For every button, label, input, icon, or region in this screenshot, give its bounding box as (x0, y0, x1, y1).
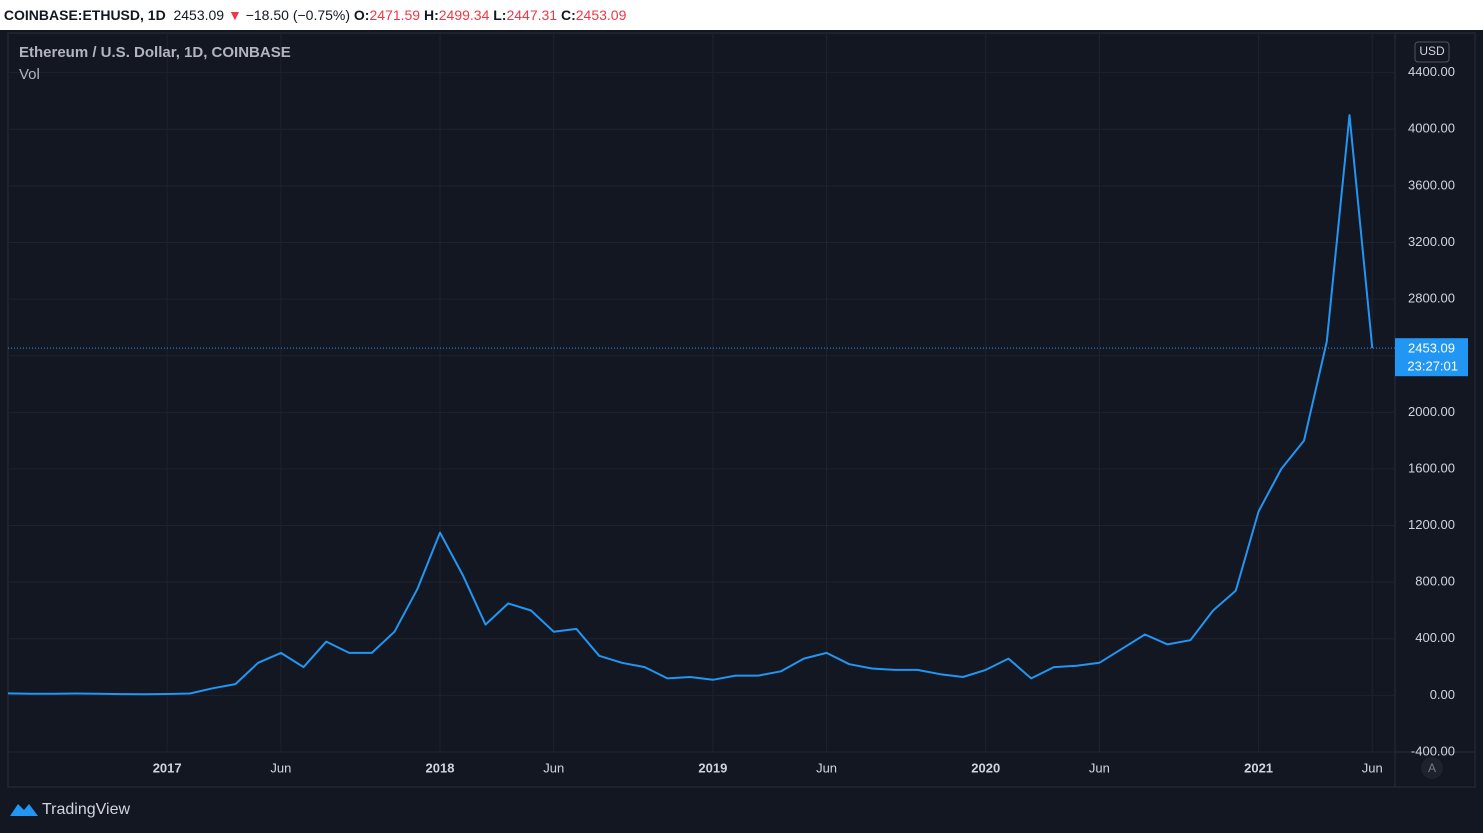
x-tick-label: 2021 (1244, 760, 1273, 775)
y-tick-label: 0.00 (1430, 687, 1455, 702)
y-tick-label: 3600.00 (1408, 177, 1455, 192)
grid (8, 33, 1395, 753)
x-tick-label: Jun (270, 760, 291, 775)
x-tick-label: 2020 (971, 760, 1000, 775)
y-tick-label: 1200.00 (1408, 517, 1455, 532)
chart-frame (7, 32, 1476, 788)
down-arrow: ▼ (227, 7, 242, 23)
background (0, 30, 1483, 833)
high-label: H: (423, 7, 439, 23)
open: 2471.59 (369, 7, 421, 23)
symbol: COINBASE:ETHUSD, 1D (3, 7, 166, 23)
legend-title: Ethereum / U.S. Dollar, 1D, COINBASE (19, 44, 291, 61)
close-label: C: (560, 7, 576, 23)
y-tick-label: 4400.00 (1408, 64, 1455, 79)
y-tick-label: 4000.00 (1408, 121, 1455, 136)
x-tick-label: 2017 (153, 760, 182, 775)
volume-label: Vol (19, 66, 40, 83)
last-price-label: 2453.09 (1408, 341, 1455, 356)
y-tick-label: 2000.00 (1408, 404, 1455, 419)
brand[interactable]: TradingView (42, 801, 130, 818)
plot (7, 114, 1395, 696)
y-tick-label: 1600.00 (1408, 460, 1455, 475)
currency[interactable]: USD (1419, 44, 1445, 58)
y-tick-label: 400.00 (1415, 630, 1455, 645)
axes: -400.00 0.00 400.00 800.00 1200.00 1600.00 200… (153, 64, 1468, 775)
brand-logo[interactable] (10, 804, 38, 816)
low-label: L: (493, 7, 507, 23)
x-tick-label: 2019 (698, 760, 727, 775)
x-tick-label: Jun (543, 760, 564, 775)
symbol-header: COINBASE:ETHUSD, 1D 2453.09 ▼ −18.50 (−0… (0, 0, 1483, 30)
y-tick-label: 2800.00 (1408, 291, 1455, 306)
change: −18.50 (−0.75%) (245, 7, 351, 23)
x-tick-label: Jun (816, 760, 837, 775)
low: 2447.31 (506, 7, 558, 23)
y-tick-label: 800.00 (1415, 574, 1455, 589)
auto-scale-button[interactable] (1421, 757, 1443, 779)
auto-scale-label[interactable]: A (1428, 761, 1436, 775)
last-price: 2453.09 (173, 7, 225, 23)
close: 2453.09 (575, 7, 627, 23)
countdown: 23:27:01 (1407, 359, 1458, 374)
open-label: O: (353, 7, 370, 23)
last-price-tag (1395, 338, 1468, 377)
currency-box[interactable] (1414, 41, 1450, 63)
x-tick-label: Jun (1089, 760, 1110, 775)
y-tick-label: -400.00 (1411, 743, 1455, 758)
x-tick-label: 2018 (426, 760, 455, 775)
high: 2499.34 (438, 7, 490, 23)
price-line (7, 114, 1374, 696)
x-tick-label: Jun (1362, 760, 1383, 775)
y-tick-label: 3200.00 (1408, 234, 1455, 249)
